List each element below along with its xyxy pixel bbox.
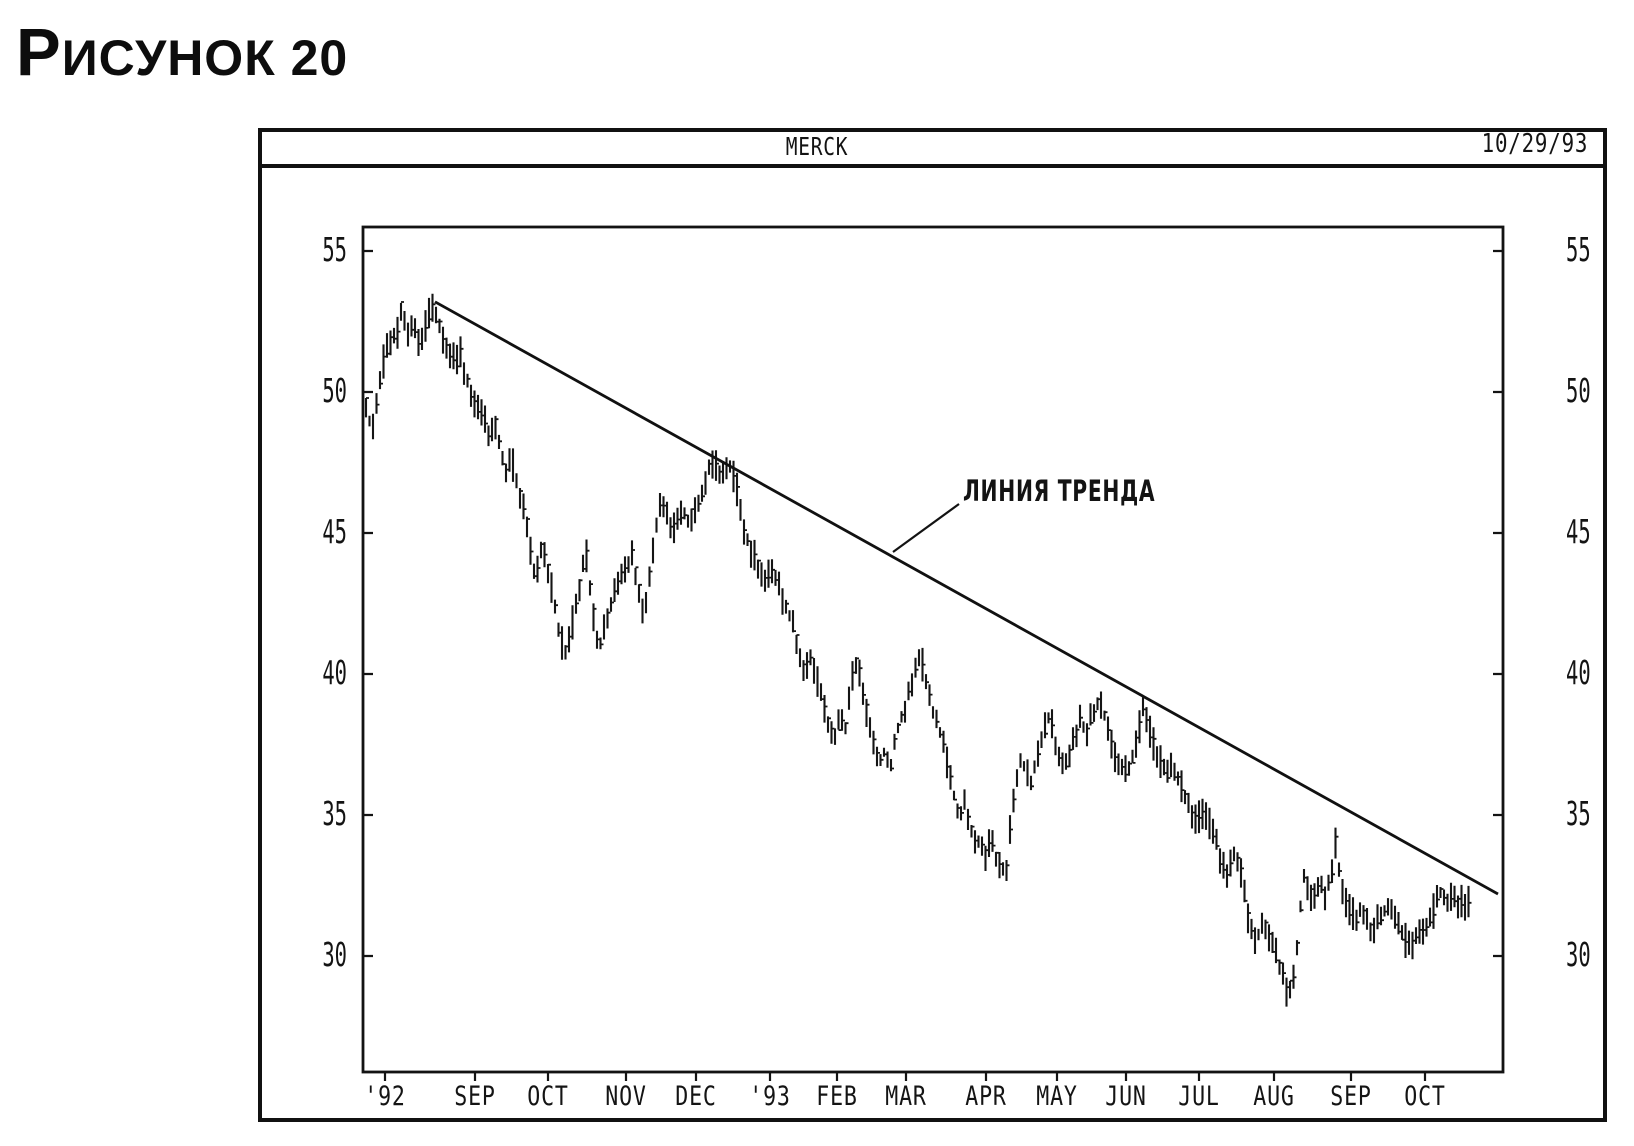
chart-outer-frame (258, 128, 1607, 1122)
x-axis-label: FEB (816, 1081, 858, 1112)
y-axis-label: 55 (322, 230, 347, 269)
y-axis-label: 35 (1566, 794, 1591, 833)
chart-header-band (258, 128, 1607, 168)
figure-label: Рисунок 20 (16, 15, 349, 90)
x-axis-label: AUG (1253, 1081, 1295, 1112)
x-axis-label: NOV (605, 1081, 647, 1112)
plot-border (361, 225, 1505, 1074)
chart-title: MERCK (785, 132, 849, 161)
x-axis-label: SEP (454, 1081, 496, 1112)
x-axis-label: OCT (527, 1081, 569, 1112)
x-axis-label: MAY (1036, 1081, 1078, 1112)
x-axis-label: JUN (1105, 1081, 1147, 1112)
y-axis-label: 50 (322, 371, 347, 410)
y-axis-label: 45 (1566, 512, 1591, 551)
x-axis-label: OCT (1404, 1081, 1446, 1112)
x-axis-label: '93 (749, 1081, 791, 1112)
x-axis-label: '92 (364, 1081, 406, 1112)
trend-line-annotation: ЛИНИЯ ТРЕНДА (963, 474, 1156, 508)
close-ticks (366, 301, 1472, 989)
axis-ticks (363, 249, 1503, 1081)
y-axis-label: 30 (1566, 935, 1591, 974)
y-axis-label: 40 (1566, 653, 1591, 692)
y-axis-label: 35 (322, 794, 347, 833)
y-axis-label: 45 (322, 512, 347, 551)
y-axis-label: 50 (1566, 371, 1591, 410)
price-bars (364, 293, 1470, 1007)
x-axis-label: MAR (885, 1081, 927, 1112)
y-axis-label: 55 (1566, 230, 1591, 269)
annotation-pointer-line (892, 503, 960, 553)
x-axis-label: APR (965, 1081, 1007, 1112)
x-axis-label: SEP (1330, 1081, 1372, 1112)
chart-date: 10/29/93 (1481, 129, 1588, 159)
x-axis-label: DEC (675, 1081, 717, 1112)
y-axis-label: 40 (322, 653, 347, 692)
x-axis-label: JUL (1178, 1081, 1220, 1112)
y-axis-label: 30 (322, 935, 347, 974)
trend-line (434, 300, 1499, 896)
